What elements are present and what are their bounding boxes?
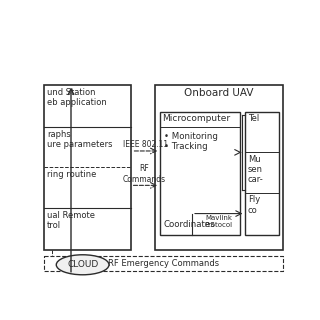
Bar [245, 112, 279, 235]
Text: • Monitoring
• Tracking: • Monitoring • Tracking [164, 132, 218, 151]
Text: raphs
ure parameters: raphs ure parameters [47, 130, 112, 149]
Text: CLOUD: CLOUD [67, 260, 98, 269]
Text: Mu
sen
car-: Mu sen car- [248, 155, 263, 184]
Text: IEEE 802.11: IEEE 802.11 [123, 140, 168, 149]
Text: Coordinates: Coordinates [163, 220, 215, 228]
Bar [155, 84, 283, 250]
Bar [44, 84, 131, 250]
Text: ual Remote
trol: ual Remote trol [47, 211, 95, 230]
Text: Tel: Tel [248, 114, 259, 123]
Bar [160, 112, 240, 235]
Text: RF
Commands: RF Commands [122, 164, 165, 184]
Text: RF Emergency Commands: RF Emergency Commands [108, 259, 219, 268]
Text: Microcomputer: Microcomputer [163, 114, 231, 123]
Text: Onboard UAV: Onboard UAV [184, 88, 253, 98]
Text: Fly
co: Fly co [248, 196, 260, 215]
Text: Mavlink
Protocol: Mavlink Protocol [205, 215, 233, 228]
Bar [44, 256, 283, 271]
Ellipse shape [56, 255, 109, 275]
Text: und Station
eb application: und Station eb application [47, 88, 107, 107]
Text: ring routine: ring routine [47, 170, 96, 179]
